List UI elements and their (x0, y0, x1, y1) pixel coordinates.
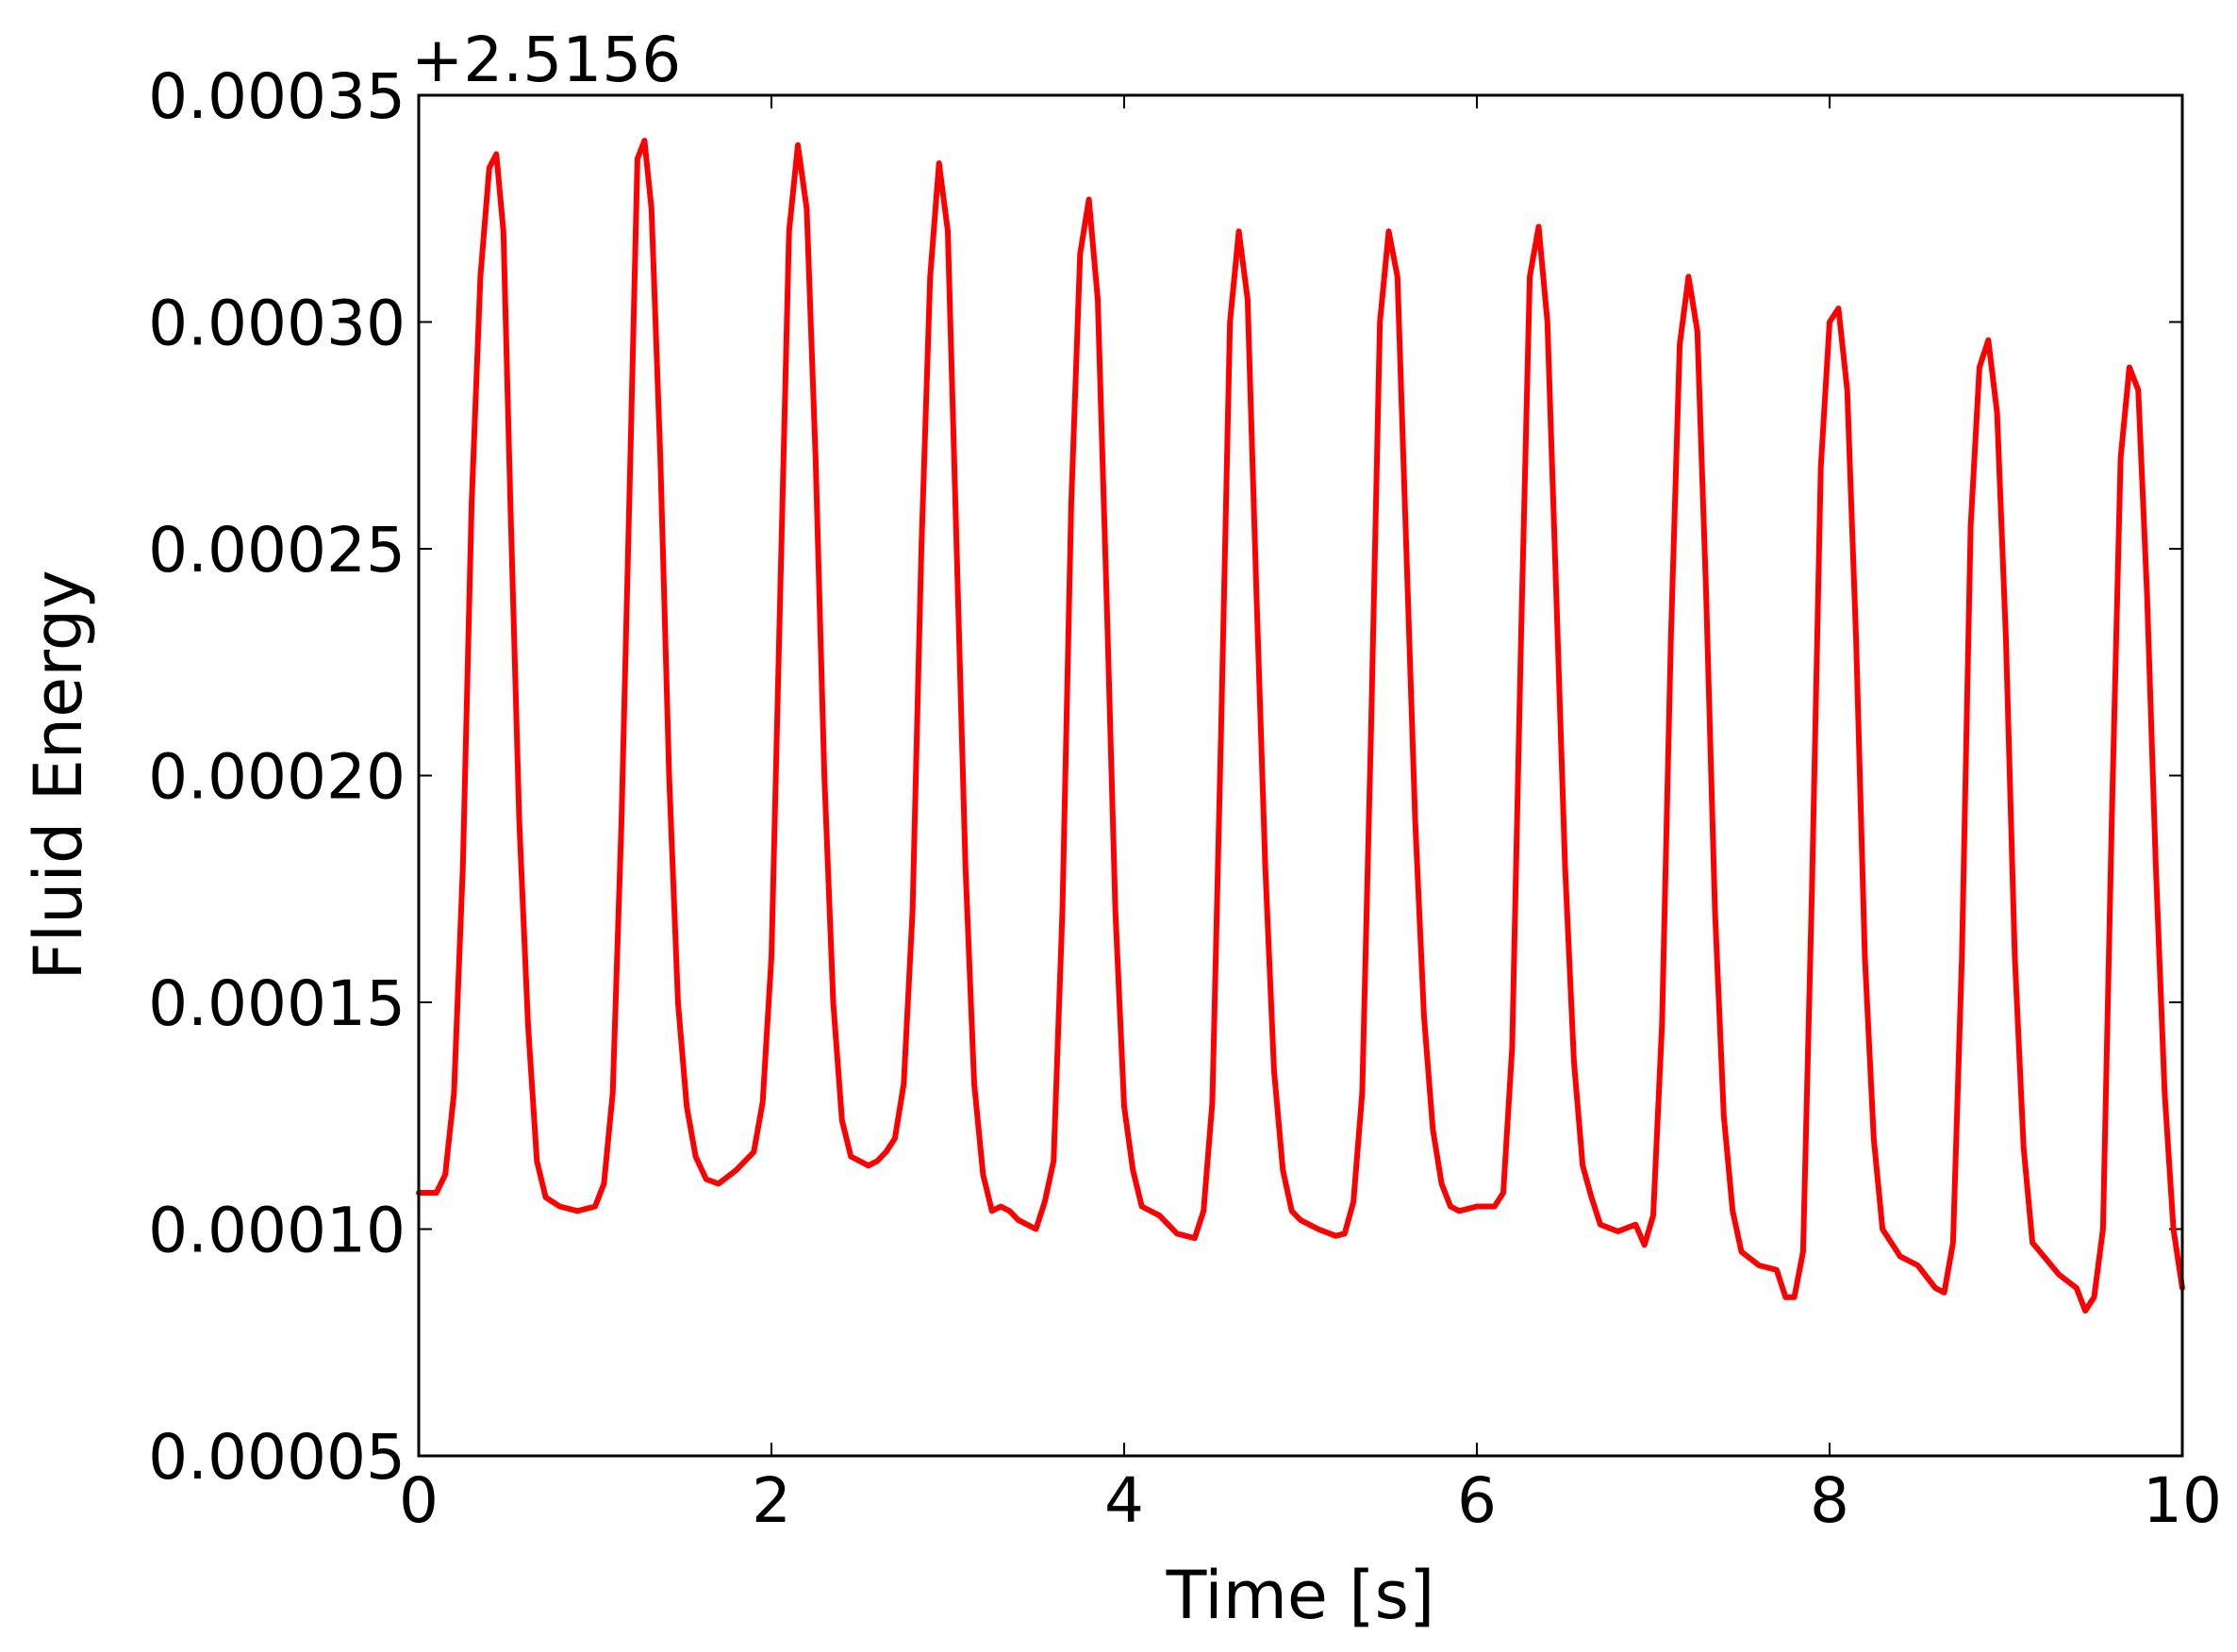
y-tick-label: 0.00005 (148, 1421, 406, 1494)
y-tick-label: 0.00010 (148, 1195, 406, 1267)
series-layer (416, 138, 2185, 1314)
series-line (416, 138, 2185, 1314)
plot-frame (417, 93, 2184, 1458)
x-tick-label: 10 (2143, 1464, 2222, 1537)
x-tick-label: 6 (1457, 1464, 1497, 1537)
x-tick-label: 2 (752, 1464, 791, 1537)
plot-area (419, 95, 2182, 1456)
y-tick-label: 0.00025 (148, 514, 406, 586)
y-tick-label: 0.00035 (148, 60, 406, 133)
x-tick-label: 8 (1810, 1464, 1849, 1537)
y-tick-label: 0.00030 (148, 288, 406, 360)
tick-labels: 0 2 4 6 8 10 0.00005 0.00010 0.00015 0.00020 0.000… (148, 60, 2222, 1537)
y-tick-label: 0.00020 (148, 741, 406, 814)
x-tick-label: 0 (399, 1464, 439, 1537)
y-axis-label: Fluid Energy (20, 570, 97, 980)
x-axis-label: Time [s] (1166, 1557, 1435, 1634)
x-tick-label: 4 (1104, 1464, 1144, 1537)
y-offset-label: +2.5156 (411, 24, 681, 96)
y-tick-label: 0.00015 (148, 967, 406, 1040)
